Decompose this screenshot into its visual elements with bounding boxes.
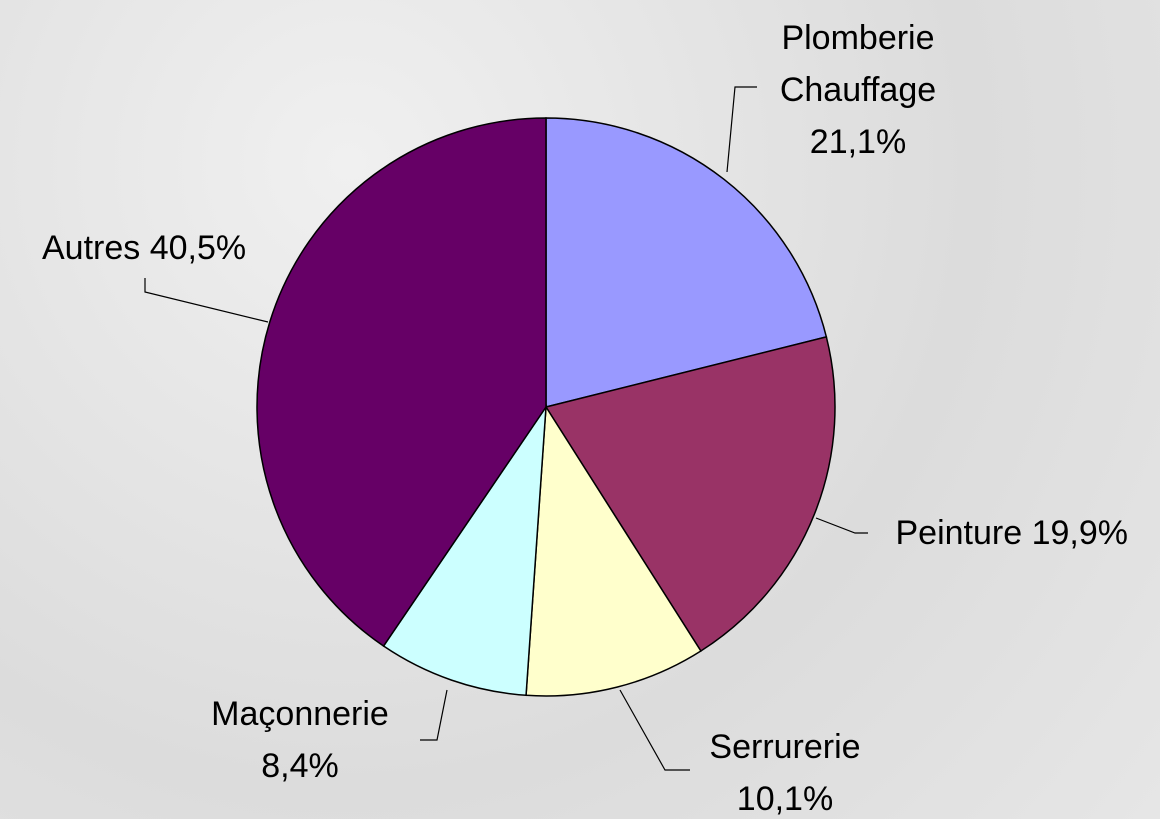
category-label: Maçonnerie	[211, 695, 389, 733]
category-label: Autres	[42, 229, 141, 267]
slice-label: Peinture 19,9%	[896, 507, 1129, 559]
pie-slice	[525, 404, 702, 697]
category-label: Serrurerie	[709, 728, 861, 766]
leader-line	[144, 278, 269, 323]
leader-line	[726, 86, 757, 173]
value-label: 10,1%	[736, 780, 834, 818]
value-label: 21,1%	[809, 123, 907, 161]
slice-label: Plomberie Chauffage 21,1%	[743, 12, 973, 168]
leader-line	[815, 517, 868, 534]
leader-line	[619, 689, 690, 771]
value-label: 19,9%	[1031, 514, 1128, 552]
pie-slice	[544, 335, 836, 653]
pie	[256, 117, 836, 697]
value-label: 8,4%	[261, 747, 339, 785]
value-label: 40,5%	[149, 229, 247, 267]
category-label: Plomberie Chauffage	[779, 19, 937, 109]
category-label: Peinture	[895, 514, 1023, 552]
pie-slice	[382, 404, 547, 697]
pie-slice	[256, 117, 547, 648]
slice-label: Serrurerie 10,1%	[655, 721, 915, 819]
slice-label: Autres 40,5%	[42, 222, 246, 274]
leader-line	[420, 689, 448, 741]
slice-label: Maçonnerie 8,4%	[170, 688, 430, 792]
pie-slice	[545, 117, 828, 408]
